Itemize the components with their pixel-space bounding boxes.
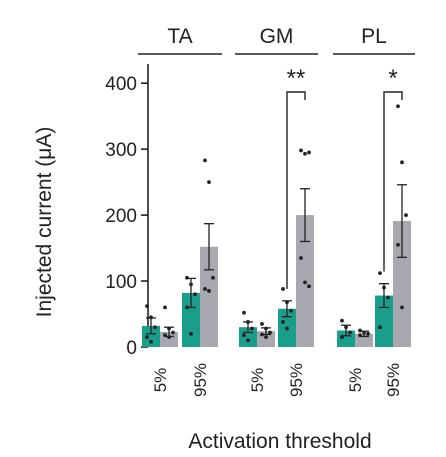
data-point — [163, 305, 167, 310]
data-point — [400, 305, 404, 310]
data-point — [382, 285, 386, 290]
data-point — [193, 292, 197, 297]
data-point — [289, 308, 293, 313]
data-point — [396, 242, 400, 247]
data-point — [185, 275, 189, 280]
category-label: 95% — [384, 363, 403, 397]
data-point — [145, 304, 149, 309]
data-point — [281, 287, 285, 291]
data-point — [340, 318, 344, 323]
category-label: 5% — [248, 368, 267, 393]
bar — [200, 246, 218, 347]
bar — [337, 330, 355, 347]
x-axis-label: Activation threshold — [188, 430, 371, 453]
data-point — [185, 305, 189, 310]
bar — [142, 325, 160, 347]
data-point — [358, 328, 362, 333]
data-point — [246, 320, 250, 324]
y-tick-label: 300 — [105, 140, 137, 161]
data-point — [167, 335, 171, 340]
data-point — [264, 335, 268, 340]
data-point — [386, 295, 390, 300]
data-point — [211, 275, 215, 280]
data-point — [207, 289, 211, 293]
bar — [393, 221, 411, 347]
data-point — [285, 326, 289, 331]
y-axis-label: Injected current (μA) — [33, 127, 56, 318]
data-point — [207, 180, 211, 185]
data-point — [246, 338, 250, 343]
data-point — [340, 335, 344, 340]
plot-area: 0 100 200 300 400 TA 5% 95% GM 5% 95% ** PL 5% 95% * — [105, 25, 415, 397]
data-point — [203, 287, 207, 291]
data-point — [378, 325, 382, 330]
group-label: PL — [361, 25, 387, 48]
data-point — [299, 148, 303, 153]
data-point — [378, 271, 382, 276]
significance-marker: * — [388, 65, 397, 92]
category-label: 95% — [191, 363, 210, 397]
bar — [355, 333, 373, 347]
y-tick-label: 200 — [105, 206, 137, 227]
significance-marker: ** — [287, 65, 306, 92]
data-point — [189, 331, 193, 336]
significance-bracket — [383, 91, 403, 272]
data-point — [358, 333, 362, 338]
data-point — [307, 284, 311, 289]
group-label: TA — [167, 25, 192, 48]
data-point — [260, 322, 264, 326]
data-point — [145, 335, 149, 340]
data-point — [203, 158, 207, 163]
category-label: 5% — [151, 368, 170, 393]
data-point — [189, 282, 193, 287]
data-point — [303, 280, 307, 285]
category-label: 5% — [346, 368, 365, 393]
data-point — [404, 213, 408, 217]
category-label: 95% — [287, 363, 306, 397]
data-point — [307, 150, 311, 155]
data-point — [149, 315, 153, 320]
significance-bracket — [286, 91, 306, 289]
data-point — [242, 333, 246, 338]
data-point — [171, 330, 175, 335]
data-point — [264, 326, 268, 331]
y-tick-label: 100 — [105, 272, 137, 293]
y-tick-label: 400 — [105, 74, 137, 95]
data-point — [268, 330, 272, 335]
group-label: GM — [260, 25, 294, 48]
data-point — [167, 326, 171, 331]
data-point — [242, 310, 246, 315]
data-point — [400, 160, 404, 165]
bar — [375, 295, 393, 347]
data-point — [348, 330, 352, 335]
data-point — [362, 330, 366, 335]
data-point — [250, 326, 254, 331]
data-point — [281, 320, 285, 324]
data-point — [285, 300, 289, 305]
data-point — [366, 331, 370, 336]
data-point — [299, 256, 303, 260]
data-point — [344, 325, 348, 330]
data-point — [163, 333, 167, 338]
y-tick-label: 0 — [126, 338, 137, 359]
data-point — [260, 332, 264, 337]
data-point — [153, 325, 157, 330]
data-point — [149, 339, 153, 344]
data-point — [303, 151, 307, 156]
data-point — [396, 104, 400, 109]
